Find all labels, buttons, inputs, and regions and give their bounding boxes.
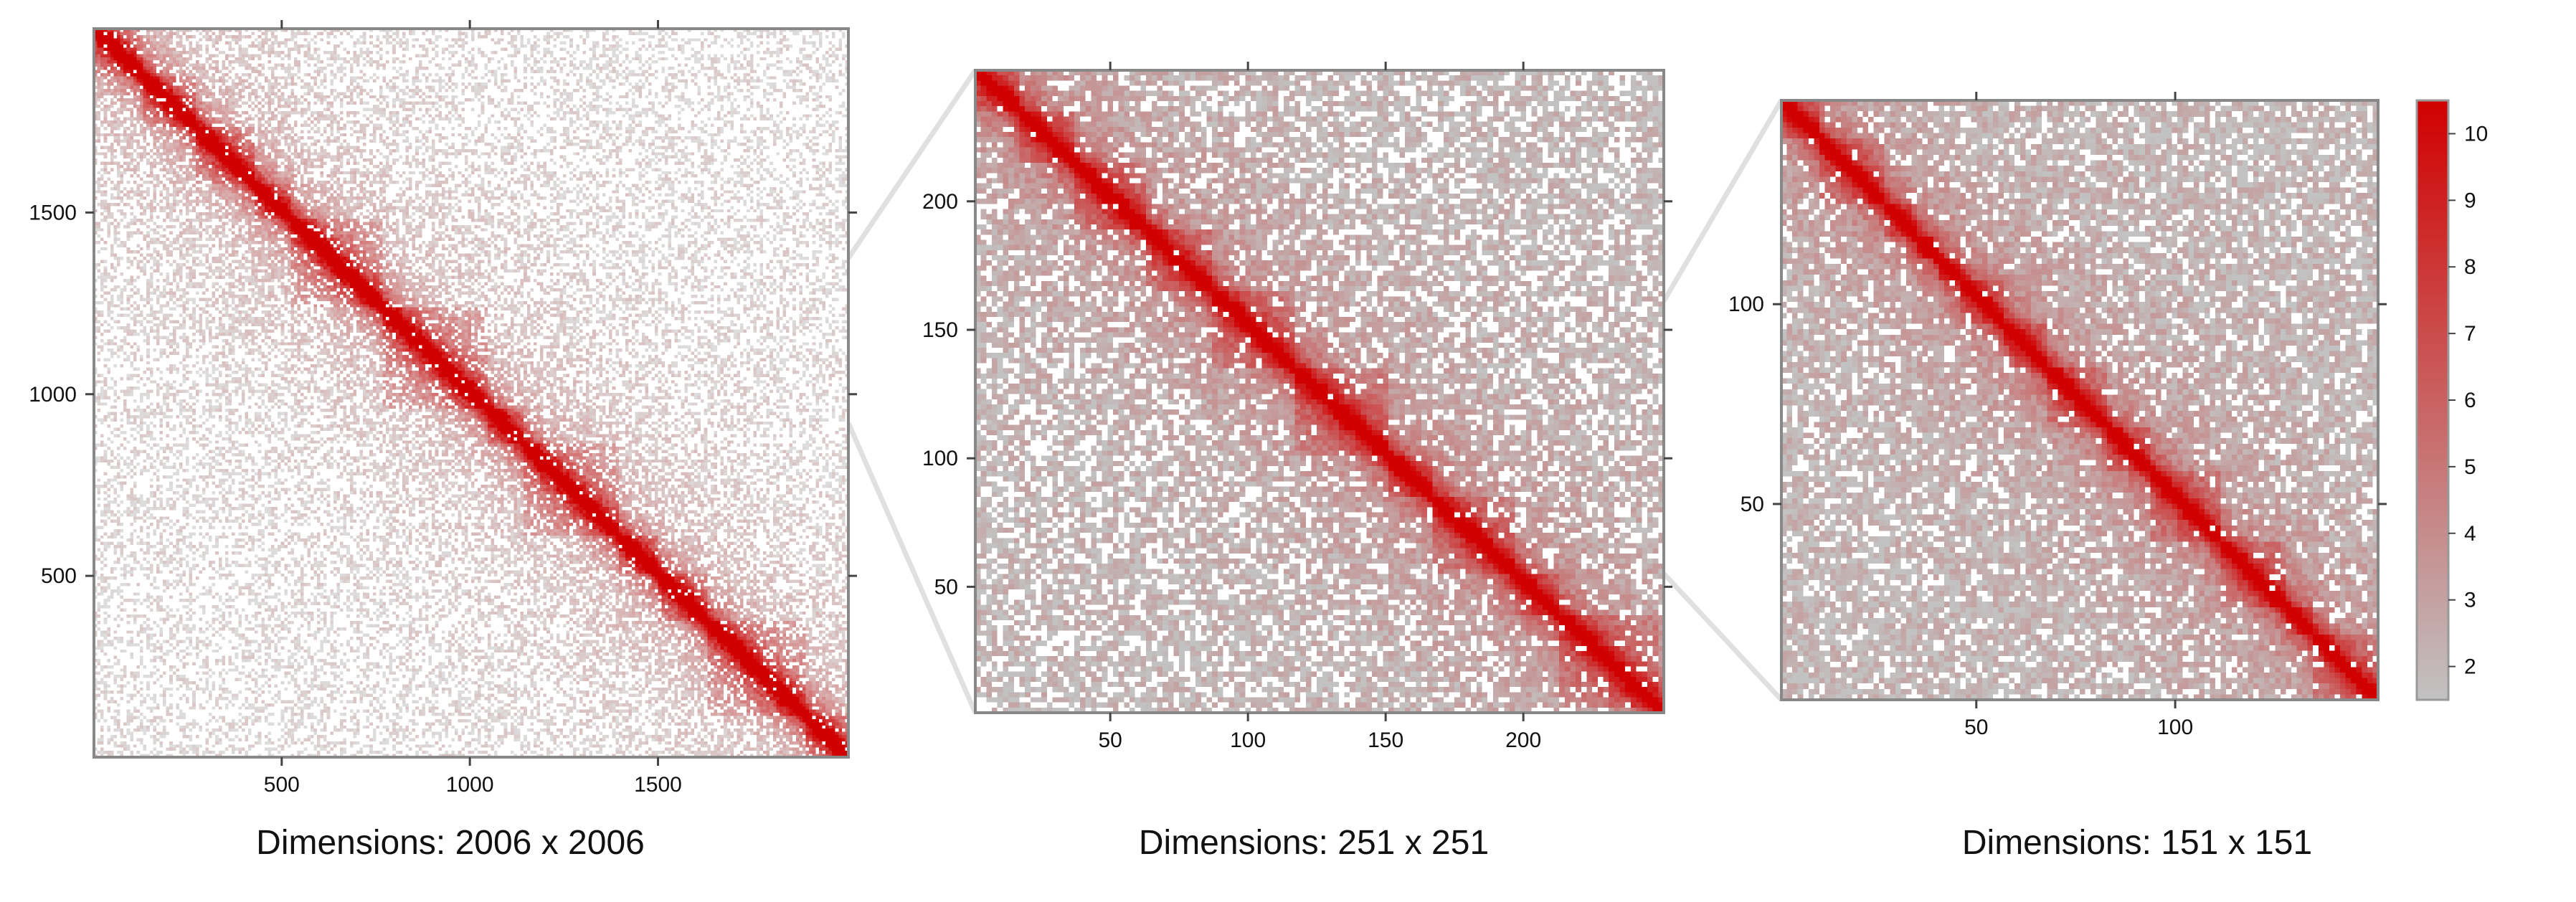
heatmap-panel-zoom-2: 50 100 50 100 (1728, 92, 2387, 739)
y-tick-label: 150 (922, 318, 958, 342)
y-tick-label: 200 (922, 190, 958, 214)
zoom-connector-line (1662, 571, 1784, 702)
heatmap-frame (974, 69, 1665, 714)
y-tick-label: 50 (934, 575, 958, 599)
heatmap-matrix (975, 70, 1664, 713)
color-scale-label: 3 (2464, 589, 2476, 612)
color-scale-label: 5 (2464, 455, 2476, 479)
x-tick-label: 100 (1230, 728, 1266, 752)
x-tick-label: 1000 (446, 773, 494, 797)
heatmap-panel-zoom-1: 50 100 150 200 50 100 150 200 (922, 62, 1672, 752)
zoom-connector-line (846, 422, 978, 714)
x-tick-label: 100 (2157, 716, 2193, 739)
y-tick-label: 1500 (29, 201, 77, 224)
y-tick-label: 500 (41, 564, 77, 588)
panel-caption-full: Dimensions: 2006 x 2006 (256, 824, 645, 862)
x-tick-label: 50 (1964, 716, 1988, 739)
panel-caption-zoom-2: Dimensions: 151 x 151 (1961, 824, 2313, 862)
color-scale-label: 2 (2464, 655, 2476, 679)
color-scale-label: 4 (2464, 522, 2476, 546)
zoom-connector-line (1661, 99, 1784, 303)
color-scale-legend: 2 3 4 5 6 7 8 9 10 (2415, 99, 2488, 701)
heatmap-matrix (1781, 100, 2378, 700)
x-tick-label: 500 (264, 773, 300, 797)
y-tick-label: 100 (1728, 293, 1764, 316)
x-tick-label: 1500 (634, 773, 682, 797)
color-scale-label: 6 (2464, 389, 2476, 412)
color-scale-bar (2415, 99, 2450, 701)
x-tick-label: 150 (1368, 728, 1403, 752)
panel-caption-zoom-1: Dimensions: 251 x 251 (1138, 824, 1490, 862)
color-scale-label: 10 (2464, 122, 2488, 146)
heatmap-matrix (94, 29, 848, 757)
heatmap-frame (1780, 99, 2380, 701)
x-tick-label: 200 (1505, 728, 1541, 752)
y-tick-label: 1000 (29, 383, 77, 407)
heatmap-panel-full: 500 1000 1500 500 1000 1500 (29, 20, 857, 797)
color-scale-label: 9 (2464, 189, 2476, 212)
heatmap-frame (93, 27, 850, 759)
y-tick-label: 50 (1741, 493, 1764, 516)
zoom-connector-line (846, 69, 977, 260)
color-scale-label: 7 (2464, 322, 2476, 346)
x-tick-label: 50 (1098, 728, 1122, 752)
zoom-connectors (846, 69, 1784, 714)
y-tick-label: 100 (922, 447, 958, 470)
color-scale-label: 8 (2464, 255, 2476, 279)
